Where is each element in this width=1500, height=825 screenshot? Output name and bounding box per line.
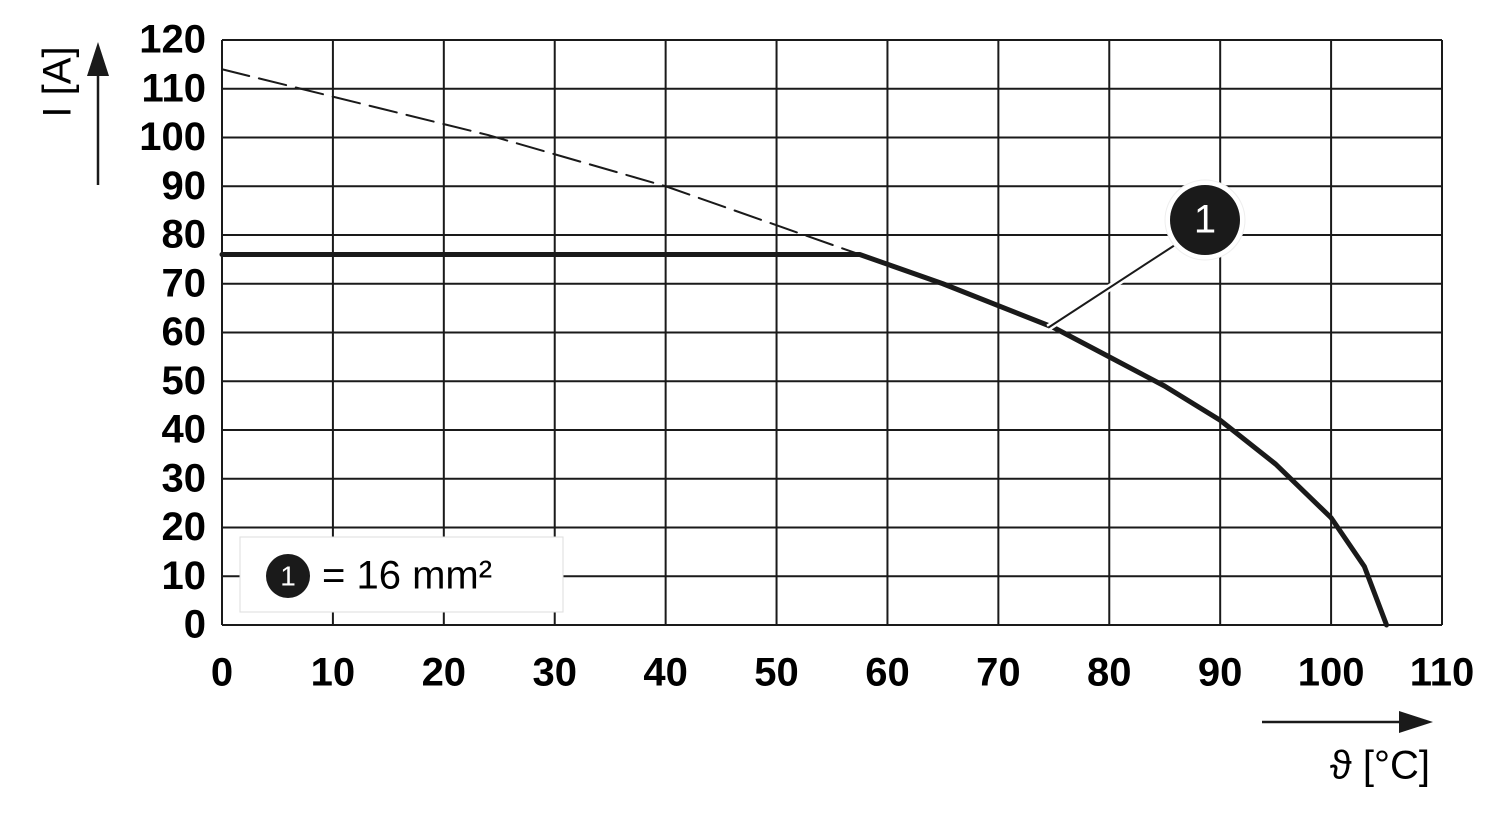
y-tick-label: 40: [162, 408, 207, 452]
y-tick-label: 70: [162, 261, 207, 305]
x-tick-label: 70: [976, 651, 1021, 695]
x-tick-label: 60: [865, 651, 910, 695]
legend-marker: [266, 554, 310, 598]
y-axis-arrowhead: [87, 42, 109, 76]
y-tick-label: 50: [162, 359, 207, 403]
legend-marker-label: 1: [280, 560, 296, 591]
callout-label: 1: [1194, 198, 1216, 242]
x-tick-label: 30: [532, 651, 577, 695]
legend-label: = 16 mm²: [322, 554, 492, 598]
y-axis-label: I [A]: [36, 46, 80, 117]
x-tick-label: 20: [422, 651, 467, 695]
line-series: [219, 252, 1390, 628]
y-tick-label: 100: [139, 115, 206, 159]
x-tick-label: 100: [1298, 651, 1365, 695]
x-tick-label: 80: [1087, 651, 1132, 695]
callout-circle: [1170, 185, 1240, 255]
y-tick-label: 120: [139, 18, 206, 62]
line-series: [221, 68, 861, 256]
x-tick-label: 0: [211, 651, 233, 695]
y-tick-label: 80: [162, 213, 207, 257]
y-tick-label: 110: [141, 66, 206, 110]
y-tick-label: 60: [162, 310, 207, 354]
y-tick-label: 10: [162, 554, 207, 598]
x-tick-label: 10: [311, 651, 356, 695]
x-tick-label: 110: [1410, 651, 1475, 695]
y-tick-label: 90: [162, 164, 207, 208]
x-tick-label: 90: [1198, 651, 1243, 695]
x-tick-label: 40: [643, 651, 688, 695]
x-axis-label: ϑ [°C]: [1330, 744, 1430, 788]
y-tick-label: 0: [184, 603, 206, 647]
y-tick-label: 30: [162, 456, 207, 500]
callout-line: [1047, 244, 1176, 329]
y-tick-label: 20: [162, 505, 207, 549]
x-tick-label: 50: [754, 651, 799, 695]
x-axis-arrowhead: [1399, 711, 1433, 733]
